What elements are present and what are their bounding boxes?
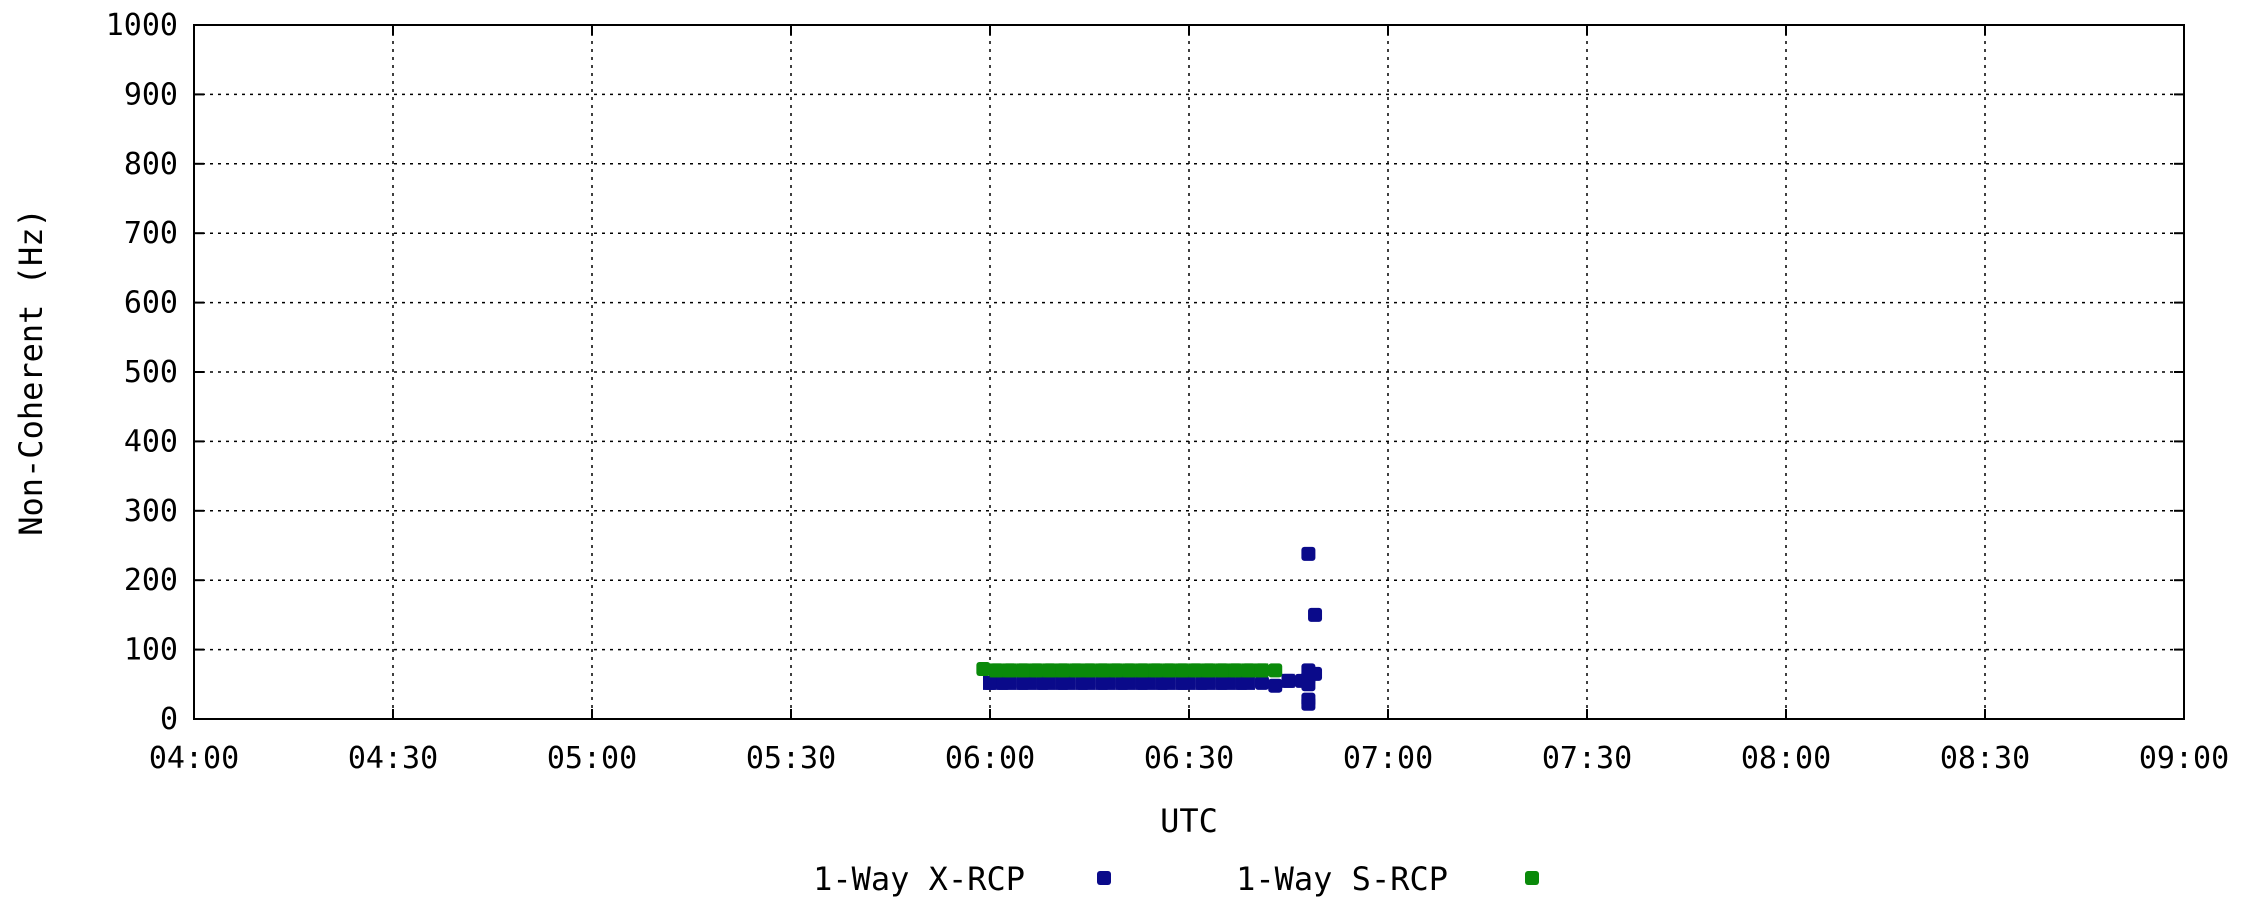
legend-marker xyxy=(1525,871,1539,885)
data-point-run xyxy=(1235,675,1255,690)
data-point-run xyxy=(1055,663,1070,678)
x-tick-label: 05:30 xyxy=(746,741,836,776)
series-s-rcp xyxy=(976,662,1283,678)
data-point xyxy=(1308,666,1323,681)
x-tick-label: 08:00 xyxy=(1741,741,1831,776)
x-tick-label: 07:30 xyxy=(1542,741,1632,776)
y-tick-label: 300 xyxy=(124,494,178,529)
data-point-run xyxy=(1069,663,1083,678)
data-point-run xyxy=(983,675,997,690)
y-tick-label: 100 xyxy=(124,633,178,668)
y-tick-label: 900 xyxy=(124,77,178,112)
data-point-run xyxy=(1016,675,1037,690)
x-tick-label: 04:00 xyxy=(149,741,239,776)
y-tick-label: 700 xyxy=(124,216,178,251)
data-point-run xyxy=(1135,675,1156,690)
y-axis-label: Non-Coherent (Hz) xyxy=(12,208,50,536)
y-axis: 0 100 200 300 400 500 600 700 800 900 1000 xyxy=(106,8,2184,737)
data-point-run xyxy=(1055,675,1076,690)
data-point-run xyxy=(1016,663,1030,678)
data-point-run xyxy=(1175,663,1189,678)
x-axis: 04:00 04:30 05:00 05:30 06:00 06:30 07:00 07:30… xyxy=(149,25,2229,776)
x-tick-label: 07:00 xyxy=(1343,741,1433,776)
data-point xyxy=(1308,607,1323,622)
data-point xyxy=(976,662,991,677)
x-tick-label: 09:00 xyxy=(2139,741,2229,776)
data-point xyxy=(1268,678,1283,693)
data-point-run xyxy=(1201,663,1216,678)
data-point-run xyxy=(1241,663,1255,678)
data-point-run xyxy=(1175,675,1196,690)
y-tick-label: 800 xyxy=(124,147,178,182)
data-point xyxy=(1268,663,1283,678)
y-tick-label: 0 xyxy=(160,702,178,737)
x-tick-label: 06:30 xyxy=(1144,741,1234,776)
y-tick-label: 600 xyxy=(124,286,178,321)
y-tick-label: 1000 xyxy=(106,8,178,43)
data-point-run xyxy=(1122,663,1136,678)
data-point-run xyxy=(1109,663,1123,678)
data-point-run xyxy=(989,663,1003,678)
x-tick-label: 05:00 xyxy=(547,741,637,776)
grid xyxy=(194,25,2184,719)
data-point xyxy=(1301,696,1316,711)
data-point-run xyxy=(1188,663,1202,678)
x-tick-label: 08:30 xyxy=(1940,741,2030,776)
data-point-run xyxy=(1162,663,1176,678)
data-point-run xyxy=(1281,673,1295,688)
legend: 1-Way X-RCP 1-Way S-RCP xyxy=(813,860,1539,898)
legend-label: 1-Way S-RCP xyxy=(1236,860,1448,898)
data-point-run xyxy=(1215,675,1236,690)
data-point-run xyxy=(1095,663,1110,678)
data-point-run xyxy=(1075,675,1096,690)
y-tick-label: 500 xyxy=(124,355,178,390)
y-tick-label: 400 xyxy=(124,424,178,459)
data-point-run xyxy=(1036,675,1056,690)
data-points xyxy=(976,546,1323,711)
data-point-run xyxy=(1082,663,1096,678)
data-point-run xyxy=(1228,663,1242,678)
series-x-rcp xyxy=(983,546,1323,711)
data-point xyxy=(1254,675,1269,690)
data-point-run xyxy=(1002,663,1017,678)
data-point-run xyxy=(1254,663,1269,678)
y-tick-label: 200 xyxy=(124,563,178,598)
x-tick-label: 06:00 xyxy=(945,741,1035,776)
data-point-run xyxy=(1148,663,1163,678)
data-point-run xyxy=(1095,675,1116,690)
data-point-run xyxy=(1115,675,1136,690)
data-point-run xyxy=(1029,663,1043,678)
data-point-run xyxy=(1195,675,1216,690)
x-axis-label: UTC xyxy=(1160,802,1218,840)
data-point xyxy=(1301,546,1316,561)
data-point-run xyxy=(1042,663,1056,678)
legend-marker xyxy=(1097,871,1111,885)
data-point-run xyxy=(996,675,1017,690)
x-tick-label: 04:30 xyxy=(348,741,438,776)
data-point-run xyxy=(1155,675,1176,690)
data-point-run xyxy=(1135,663,1149,678)
data-point-run xyxy=(1215,663,1229,678)
legend-label: 1-Way X-RCP xyxy=(813,860,1025,898)
